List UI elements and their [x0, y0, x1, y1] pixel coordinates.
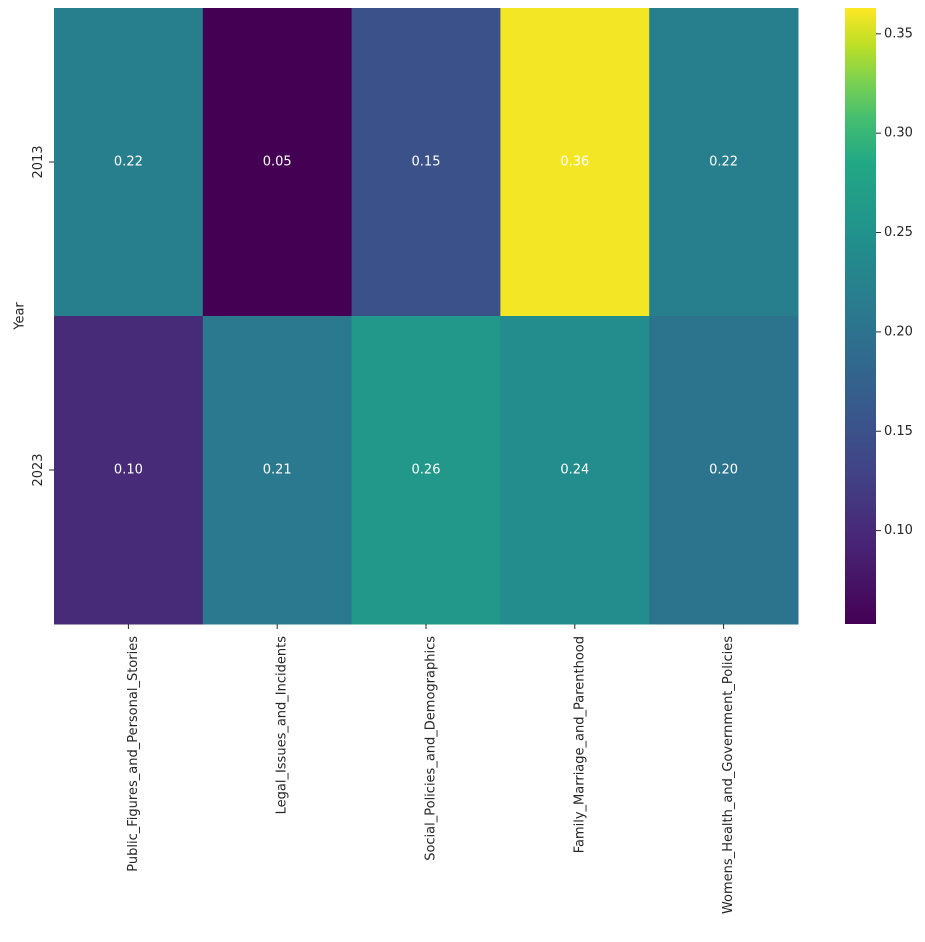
x-tick-label: Legal_Issues_and_Incidents: [275, 636, 290, 815]
heatmap-cell-2013-4: [649, 8, 799, 317]
colorbar-axis: 0.10 0.15 0.20 0.25 0.30 0.35: [876, 26, 913, 538]
cell-value-label: 0.21: [263, 463, 292, 478]
heatmap-cells: [54, 8, 799, 625]
x-tick-label: Womens_Health_and_Government_Policies: [721, 636, 736, 914]
cell-value-labels: 0.22 0.05 0.15 0.36 0.22 0.10 0.21 0.26 0.24 0.20: [114, 155, 738, 478]
y-axis-title: Year: [13, 302, 28, 331]
heatmap-cell-2013-3: [500, 8, 650, 317]
heatmap-cell-2013-1: [202, 8, 353, 317]
y-axis: 2013 2023: [31, 145, 54, 487]
cell-value-label: 0.10: [114, 463, 143, 478]
colorbar-tick-label: 0.35: [884, 26, 913, 41]
y-tick-label: 2013: [31, 145, 46, 178]
cell-value-label: 0.15: [412, 155, 441, 170]
heatmap-cell-2023-4: [649, 316, 799, 625]
heatmap-cell-2013-2: [351, 8, 501, 317]
colorbar-tick-label: 0.15: [884, 424, 913, 439]
cell-value-label: 0.24: [560, 463, 589, 478]
y-tick-label: 2023: [31, 453, 46, 486]
heatmap-cell-2023-3: [500, 316, 650, 625]
heatmap-cell-2023-1: [202, 316, 353, 625]
colorbar-tick-label: 0.10: [884, 523, 913, 538]
colorbar-tick-label: 0.25: [884, 225, 913, 240]
x-tick-label: Family_Marriage_and_Parenthood: [572, 636, 587, 853]
x-axis: Public_Figures_and_Personal_Stories Legal…: [126, 624, 736, 914]
heatmap-cell-2013-0: [54, 8, 204, 317]
colorbar: [845, 8, 876, 624]
cell-value-label: 0.22: [709, 155, 738, 170]
x-tick-label: Social_Policies_and_Demographics: [424, 636, 439, 861]
heatmap-cell-2023-0: [54, 316, 204, 625]
cell-value-label: 0.26: [412, 463, 441, 478]
x-tick-label: Public_Figures_and_Personal_Stories: [126, 636, 141, 872]
heatmap-cell-2023-2: [351, 316, 501, 625]
cell-value-label: 0.36: [560, 155, 589, 170]
cell-value-label: 0.20: [709, 463, 738, 478]
cell-value-label: 0.05: [263, 155, 292, 170]
cell-value-label: 0.22: [114, 155, 143, 170]
colorbar-tick-label: 0.20: [884, 324, 913, 339]
colorbar-tick-label: 0.30: [884, 126, 913, 141]
